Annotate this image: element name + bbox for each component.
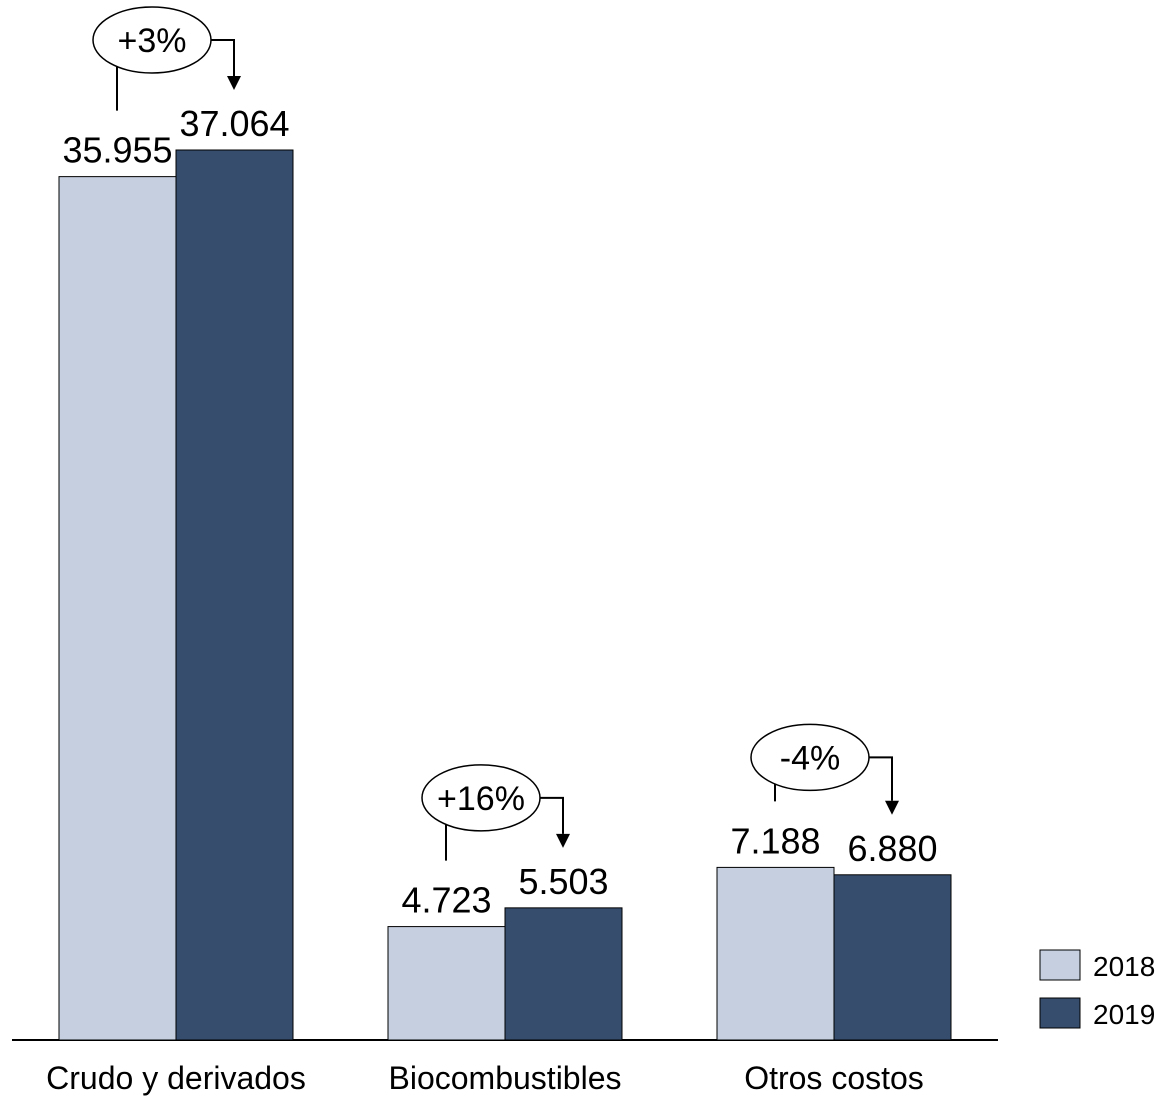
change-ellipse [92, 6, 212, 74]
legend-swatch-2018 [1039, 949, 1081, 981]
change-arrowhead-icon [885, 800, 899, 815]
change-bracket-right [211, 39, 235, 76]
category-label-crudo-y-derivados: Crudo y derivados [46, 1060, 306, 1096]
bar-crudo-y-derivados-2019 [175, 149, 294, 1041]
legend-label-2018: 2018 [1093, 951, 1155, 982]
bar-biocombustibles-2018 [387, 926, 506, 1041]
value-label-otros-costos-2019: 6.880 [847, 828, 937, 869]
change-bracket-right [540, 796, 564, 834]
legend: 2018 2019 [1039, 949, 1155, 1030]
change-annotation-crudo-y-derivados: +3% [92, 6, 241, 111]
change-arrowhead-icon [556, 833, 570, 848]
change-ellipse [750, 723, 870, 792]
bar-otros-costos-2018 [716, 866, 835, 1041]
bar-biocombustibles-2019 [504, 907, 623, 1041]
bar-crudo-y-derivados-2018 [58, 176, 177, 1041]
change-ellipse [421, 764, 541, 832]
bars-layer [58, 149, 952, 1041]
bar-otros-costos-2019 [833, 874, 952, 1041]
change-bracket-right [869, 756, 893, 801]
change-label: +16% [437, 780, 525, 818]
legend-swatch-2019 [1039, 997, 1081, 1029]
change-label: -4% [780, 739, 840, 777]
change-label: +3% [118, 22, 187, 60]
change-annotations: +3% +16% -4% [92, 6, 899, 861]
value-label-biocombustibles-2019: 5.503 [518, 861, 608, 902]
change-arrowhead-icon [227, 76, 241, 90]
category-label-otros-costos: Otros costos [744, 1060, 924, 1096]
value-label-crudo-y-derivados-2019: 37.064 [179, 103, 289, 144]
value-label-otros-costos-2018: 7.188 [730, 820, 820, 861]
legend-label-2019: 2019 [1093, 999, 1155, 1030]
change-annotation-biocombustibles: +16% [421, 764, 570, 861]
change-annotation-otros-costos: -4% [750, 723, 899, 815]
category-label-biocombustibles: Biocombustibles [389, 1060, 622, 1096]
value-label-biocombustibles-2018: 4.723 [401, 880, 491, 921]
value-label-crudo-y-derivados-2018: 35.955 [62, 130, 172, 171]
